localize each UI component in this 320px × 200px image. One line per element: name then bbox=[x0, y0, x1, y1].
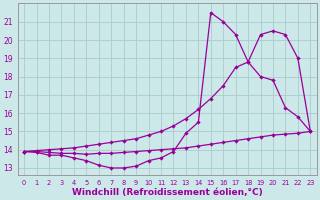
X-axis label: Windchill (Refroidissement éolien,°C): Windchill (Refroidissement éolien,°C) bbox=[72, 188, 263, 197]
